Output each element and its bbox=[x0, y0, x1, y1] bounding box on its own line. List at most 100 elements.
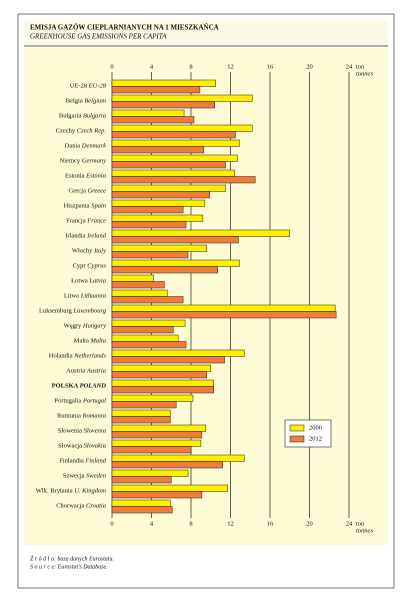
category-label: Litwa Lithuania bbox=[64, 293, 106, 300]
category-en: Croatia bbox=[86, 503, 106, 510]
category-label: Cypr Cyprus bbox=[73, 263, 107, 270]
bar bbox=[111, 296, 184, 304]
category-label: UE-28 EU-28 bbox=[70, 83, 107, 90]
bar bbox=[111, 191, 211, 199]
bar bbox=[111, 199, 206, 207]
category-pl: Holandia bbox=[49, 353, 73, 360]
category-label: Szwecja Sweden bbox=[63, 473, 106, 480]
x-tick-label: 8 bbox=[189, 520, 192, 527]
chart-title: EMISJA GAZÓW CIEPLARNIANYCH NA 1 MIESZKA… bbox=[30, 24, 219, 32]
bar bbox=[111, 124, 253, 132]
category-en: U. Kingdom bbox=[74, 488, 106, 495]
category-label: Włochy Italy bbox=[72, 248, 106, 255]
category-pl: Luksemburg bbox=[39, 308, 72, 315]
category-en: Ireland bbox=[86, 233, 107, 240]
category-en: Spain bbox=[91, 203, 106, 210]
x-tick-label: 20 bbox=[306, 63, 313, 70]
bar bbox=[111, 176, 256, 184]
category-label: Belgia Belgium bbox=[66, 98, 107, 105]
category-pl: Hiszpania bbox=[64, 203, 90, 210]
category-en: Hungary bbox=[82, 323, 106, 330]
bar bbox=[111, 469, 189, 477]
category-en: Cyprus bbox=[87, 263, 106, 270]
bar bbox=[111, 499, 171, 507]
bar bbox=[111, 236, 239, 244]
bar bbox=[111, 334, 179, 342]
category-label: Luksemburg Luxembourg bbox=[39, 308, 107, 315]
bar bbox=[111, 229, 290, 237]
category-pl: POLSKA bbox=[52, 383, 79, 390]
x-tick-label: 20 bbox=[306, 520, 313, 527]
bar bbox=[111, 109, 185, 117]
bar bbox=[111, 131, 236, 139]
bar bbox=[111, 506, 173, 514]
category-pl: Portugalia bbox=[55, 398, 82, 405]
bar bbox=[111, 116, 195, 124]
x-unit-label: tonnes bbox=[356, 527, 373, 534]
bar bbox=[111, 214, 204, 222]
category-pl: Irlandia bbox=[65, 233, 85, 240]
category-label: Węgry Hungary bbox=[64, 323, 107, 330]
legend-label: 2012 bbox=[309, 435, 322, 442]
category-pl: Dania bbox=[65, 143, 81, 150]
bar bbox=[111, 79, 216, 87]
category-en: Greece bbox=[87, 188, 106, 195]
x-tick-label: 0 bbox=[110, 63, 113, 70]
bar bbox=[111, 311, 337, 319]
bar bbox=[111, 259, 240, 267]
bar bbox=[111, 416, 171, 424]
category-label: Austria Austria bbox=[66, 368, 106, 375]
bar bbox=[111, 319, 186, 327]
category-label: Portugalia Portugal bbox=[55, 398, 107, 405]
bar bbox=[111, 446, 192, 454]
category-label: Hiszpania Spain bbox=[64, 203, 106, 210]
bar bbox=[111, 206, 184, 214]
category-label: Irlandia Ireland bbox=[65, 233, 106, 240]
category-pl: Grecja bbox=[69, 188, 86, 195]
legend-swatch bbox=[289, 435, 305, 443]
category-en: POLAND bbox=[80, 383, 107, 390]
category-en: Italy bbox=[93, 248, 106, 255]
bar bbox=[111, 154, 238, 162]
bar bbox=[111, 484, 228, 492]
bar bbox=[111, 454, 245, 462]
bar bbox=[111, 169, 235, 177]
legend-label: 2000 bbox=[309, 424, 322, 431]
category-label: Estonia Estonia bbox=[65, 173, 106, 180]
category-label: Rumunia Romania bbox=[57, 413, 106, 420]
category-pl: Włochy bbox=[72, 248, 93, 255]
category-en: Luxembourg bbox=[72, 308, 106, 315]
header-bg bbox=[24, 20, 388, 46]
category-pl: Słowenia bbox=[58, 428, 82, 435]
x-unit-label: ton bbox=[356, 520, 365, 527]
bar bbox=[111, 379, 214, 387]
bar bbox=[111, 431, 203, 439]
category-en: Malta bbox=[89, 338, 106, 345]
category-label: Słowacja Slovakia bbox=[58, 443, 106, 450]
bar bbox=[111, 424, 207, 432]
bar bbox=[111, 281, 165, 289]
bar bbox=[111, 266, 218, 274]
bar bbox=[111, 94, 253, 102]
bar bbox=[111, 356, 225, 364]
category-en: France bbox=[86, 218, 106, 225]
category-label: Finlandia Finland bbox=[59, 458, 107, 465]
category-pl: Austria bbox=[66, 368, 85, 375]
category-pl: Rumunia bbox=[57, 413, 81, 420]
bar bbox=[111, 244, 208, 252]
category-en: Latvia bbox=[88, 278, 106, 285]
bar bbox=[111, 304, 336, 312]
legend-swatch bbox=[289, 424, 305, 432]
category-pl: Estonia bbox=[65, 173, 85, 180]
bar bbox=[111, 386, 214, 394]
category-en: Romania bbox=[82, 413, 106, 420]
x-tick-label: 4 bbox=[150, 520, 154, 527]
x-tick-label: 12 bbox=[227, 520, 234, 527]
category-pl: Chorwacja bbox=[56, 503, 84, 510]
category-en: Portugal bbox=[82, 398, 106, 405]
source: Ź r ó d ł o: baza danych Eurostatu. bbox=[30, 554, 114, 562]
category-en: Estonia bbox=[85, 173, 106, 180]
category-pl: Węgry bbox=[64, 323, 82, 330]
bar bbox=[111, 289, 168, 297]
